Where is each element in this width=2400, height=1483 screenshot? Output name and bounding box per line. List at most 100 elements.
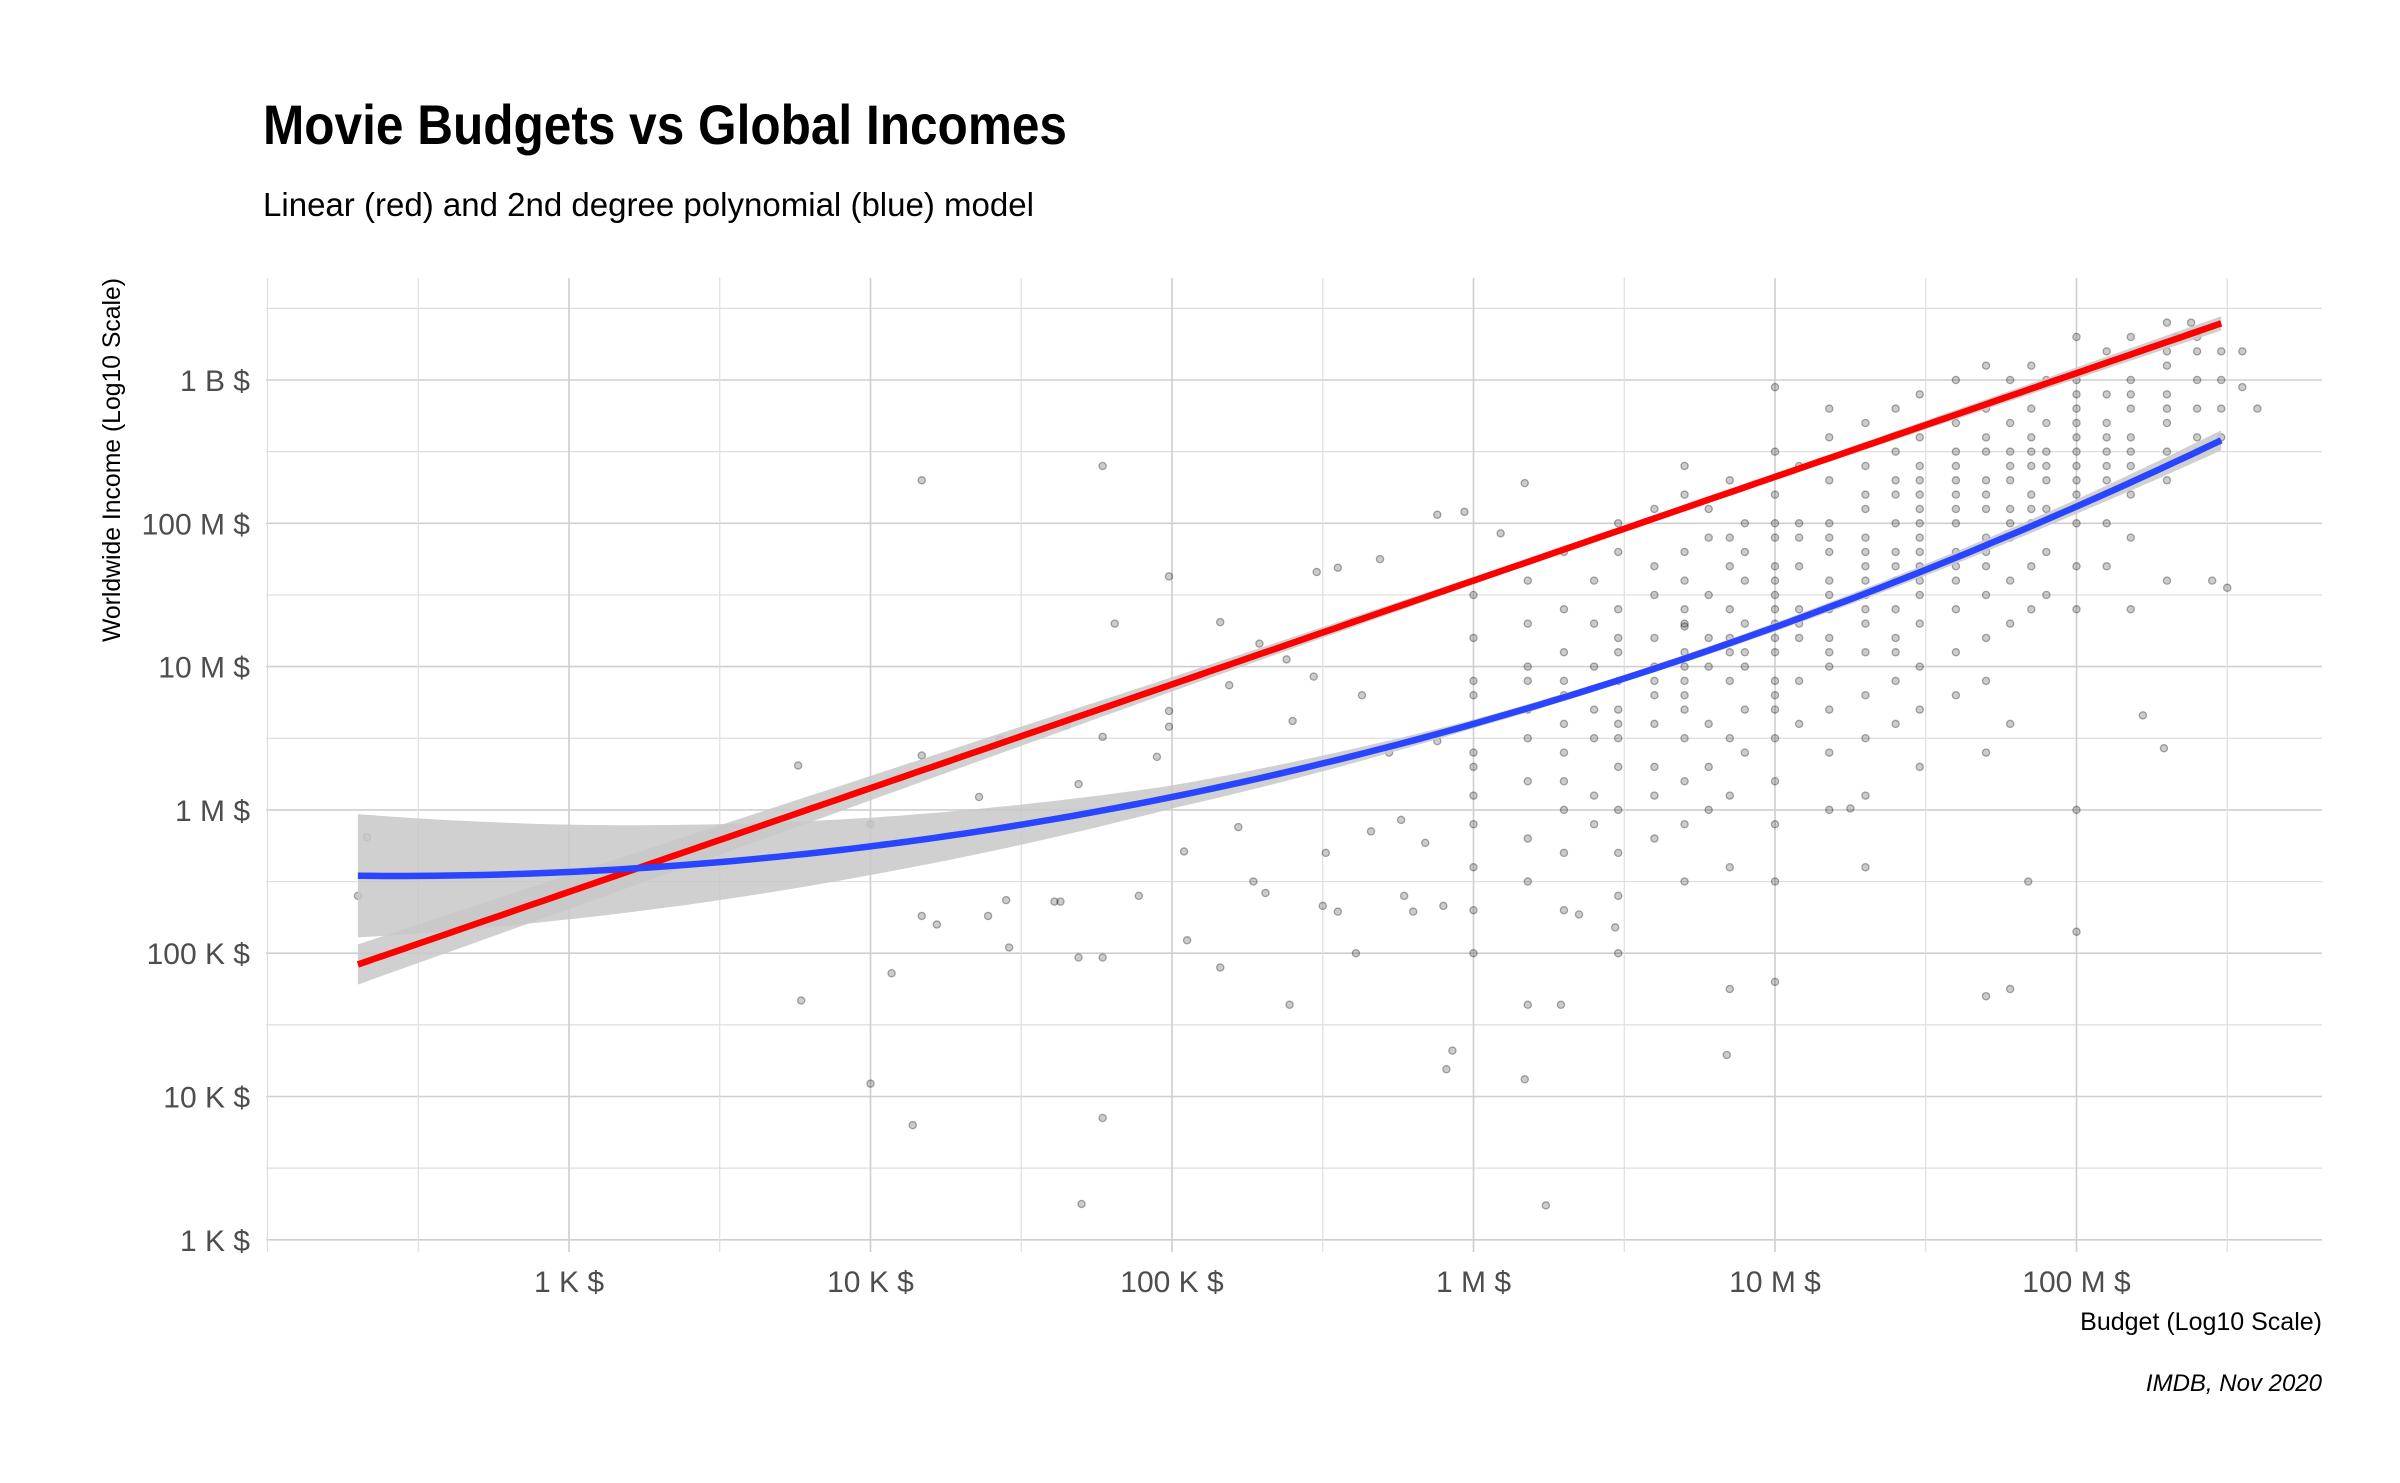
data-point bbox=[1725, 984, 1735, 994]
data-point bbox=[1680, 705, 1689, 714]
data-point bbox=[2162, 390, 2172, 399]
data-point bbox=[1981, 748, 1991, 757]
data-point bbox=[2005, 984, 2015, 994]
data-point bbox=[1589, 819, 1599, 829]
data-point bbox=[1520, 1075, 1530, 1084]
data-point bbox=[1541, 1201, 1551, 1210]
data-point bbox=[1433, 510, 1442, 519]
data-point bbox=[1249, 877, 1258, 886]
x-tick-label: 1 M $ bbox=[1436, 1266, 1511, 1299]
data-point bbox=[2126, 433, 2136, 442]
data-point bbox=[1098, 1113, 1107, 1123]
data-point bbox=[1951, 476, 1961, 485]
data-point bbox=[1589, 705, 1599, 714]
data-point bbox=[1680, 676, 1689, 686]
data-point bbox=[2186, 318, 2196, 327]
data-point bbox=[2192, 375, 2202, 385]
data-point bbox=[917, 476, 927, 485]
y-tick-label: 1 B $ bbox=[180, 365, 250, 398]
data-point bbox=[1523, 834, 1533, 843]
data-point bbox=[2216, 404, 2226, 413]
data-point bbox=[2005, 519, 2015, 528]
data-point bbox=[1321, 848, 1331, 858]
data-point bbox=[1318, 901, 1328, 911]
data-point bbox=[2072, 418, 2081, 428]
data-point bbox=[2005, 619, 2015, 628]
data-point bbox=[796, 996, 806, 1005]
data-point bbox=[1704, 719, 1713, 729]
data-point bbox=[2005, 447, 2015, 456]
data-point bbox=[1951, 605, 1961, 614]
data-point bbox=[1680, 619, 1689, 628]
data-point bbox=[1825, 476, 1834, 485]
y-tick-label: 1 K $ bbox=[180, 1225, 250, 1258]
data-point bbox=[1725, 605, 1735, 614]
data-point bbox=[1770, 676, 1780, 686]
data-point bbox=[1915, 619, 1924, 628]
data-point bbox=[1469, 862, 1478, 872]
data-point bbox=[2126, 490, 2136, 499]
data-point bbox=[1770, 576, 1780, 585]
data-point bbox=[2207, 576, 2217, 585]
data-point bbox=[1680, 819, 1689, 829]
data-point bbox=[1613, 891, 1623, 901]
data-point bbox=[1312, 567, 1321, 577]
data-point bbox=[908, 1120, 917, 1130]
data-point bbox=[1520, 478, 1530, 488]
data-point bbox=[1981, 433, 1991, 442]
data-point bbox=[2042, 590, 2051, 600]
data-point bbox=[2216, 347, 2226, 356]
data-point bbox=[1680, 877, 1689, 886]
data-point bbox=[974, 792, 984, 802]
data-point bbox=[1915, 705, 1924, 714]
data-point bbox=[1164, 706, 1174, 716]
poly-confidence-band bbox=[357, 430, 2222, 938]
data-point bbox=[1225, 680, 1234, 690]
y-tick-label: 10 M $ bbox=[158, 652, 250, 685]
data-point bbox=[1861, 648, 1870, 657]
data-point bbox=[1523, 877, 1533, 886]
data-point bbox=[1098, 953, 1107, 962]
data-point bbox=[1825, 648, 1834, 657]
data-point bbox=[1610, 923, 1620, 932]
data-point bbox=[2027, 504, 2036, 514]
data-point bbox=[1589, 576, 1599, 585]
data-point bbox=[1861, 791, 1870, 800]
data-point bbox=[2072, 562, 2081, 571]
data-point bbox=[1680, 622, 1689, 631]
data-point bbox=[1613, 633, 1623, 643]
data-point bbox=[1825, 590, 1834, 600]
data-point bbox=[2027, 433, 2036, 442]
data-point bbox=[1825, 705, 1834, 714]
data-point bbox=[2126, 390, 2136, 399]
data-point bbox=[1915, 762, 1924, 772]
data-point bbox=[1680, 576, 1689, 585]
data-point bbox=[1770, 705, 1780, 714]
data-point bbox=[2162, 476, 2172, 485]
data-point bbox=[1523, 576, 1533, 585]
data-point bbox=[1074, 953, 1083, 962]
x-tick-label: 1 K $ bbox=[534, 1266, 604, 1299]
data-point bbox=[2042, 461, 2051, 471]
data-point bbox=[1794, 605, 1804, 614]
data-point bbox=[1523, 734, 1533, 743]
data-point bbox=[1650, 834, 1659, 843]
data-point bbox=[1915, 476, 1924, 485]
data-point bbox=[1891, 519, 1900, 528]
data-point bbox=[2042, 504, 2051, 514]
x-tick-label: 10 K $ bbox=[827, 1266, 914, 1299]
data-point bbox=[1408, 907, 1418, 916]
data-point bbox=[1559, 605, 1569, 614]
y-axis-title: Worldwide Income (Log10 Scale) bbox=[98, 278, 126, 642]
data-point bbox=[1134, 891, 1144, 901]
data-point bbox=[1421, 838, 1430, 848]
data-point bbox=[1215, 617, 1225, 627]
data-point bbox=[1951, 691, 1961, 700]
data-point bbox=[1110, 619, 1119, 628]
data-point bbox=[1770, 734, 1780, 743]
data-point bbox=[2102, 461, 2111, 471]
data-point bbox=[1740, 705, 1750, 714]
data-point bbox=[1469, 748, 1478, 757]
data-point bbox=[1650, 590, 1659, 600]
data-point bbox=[1613, 547, 1623, 557]
